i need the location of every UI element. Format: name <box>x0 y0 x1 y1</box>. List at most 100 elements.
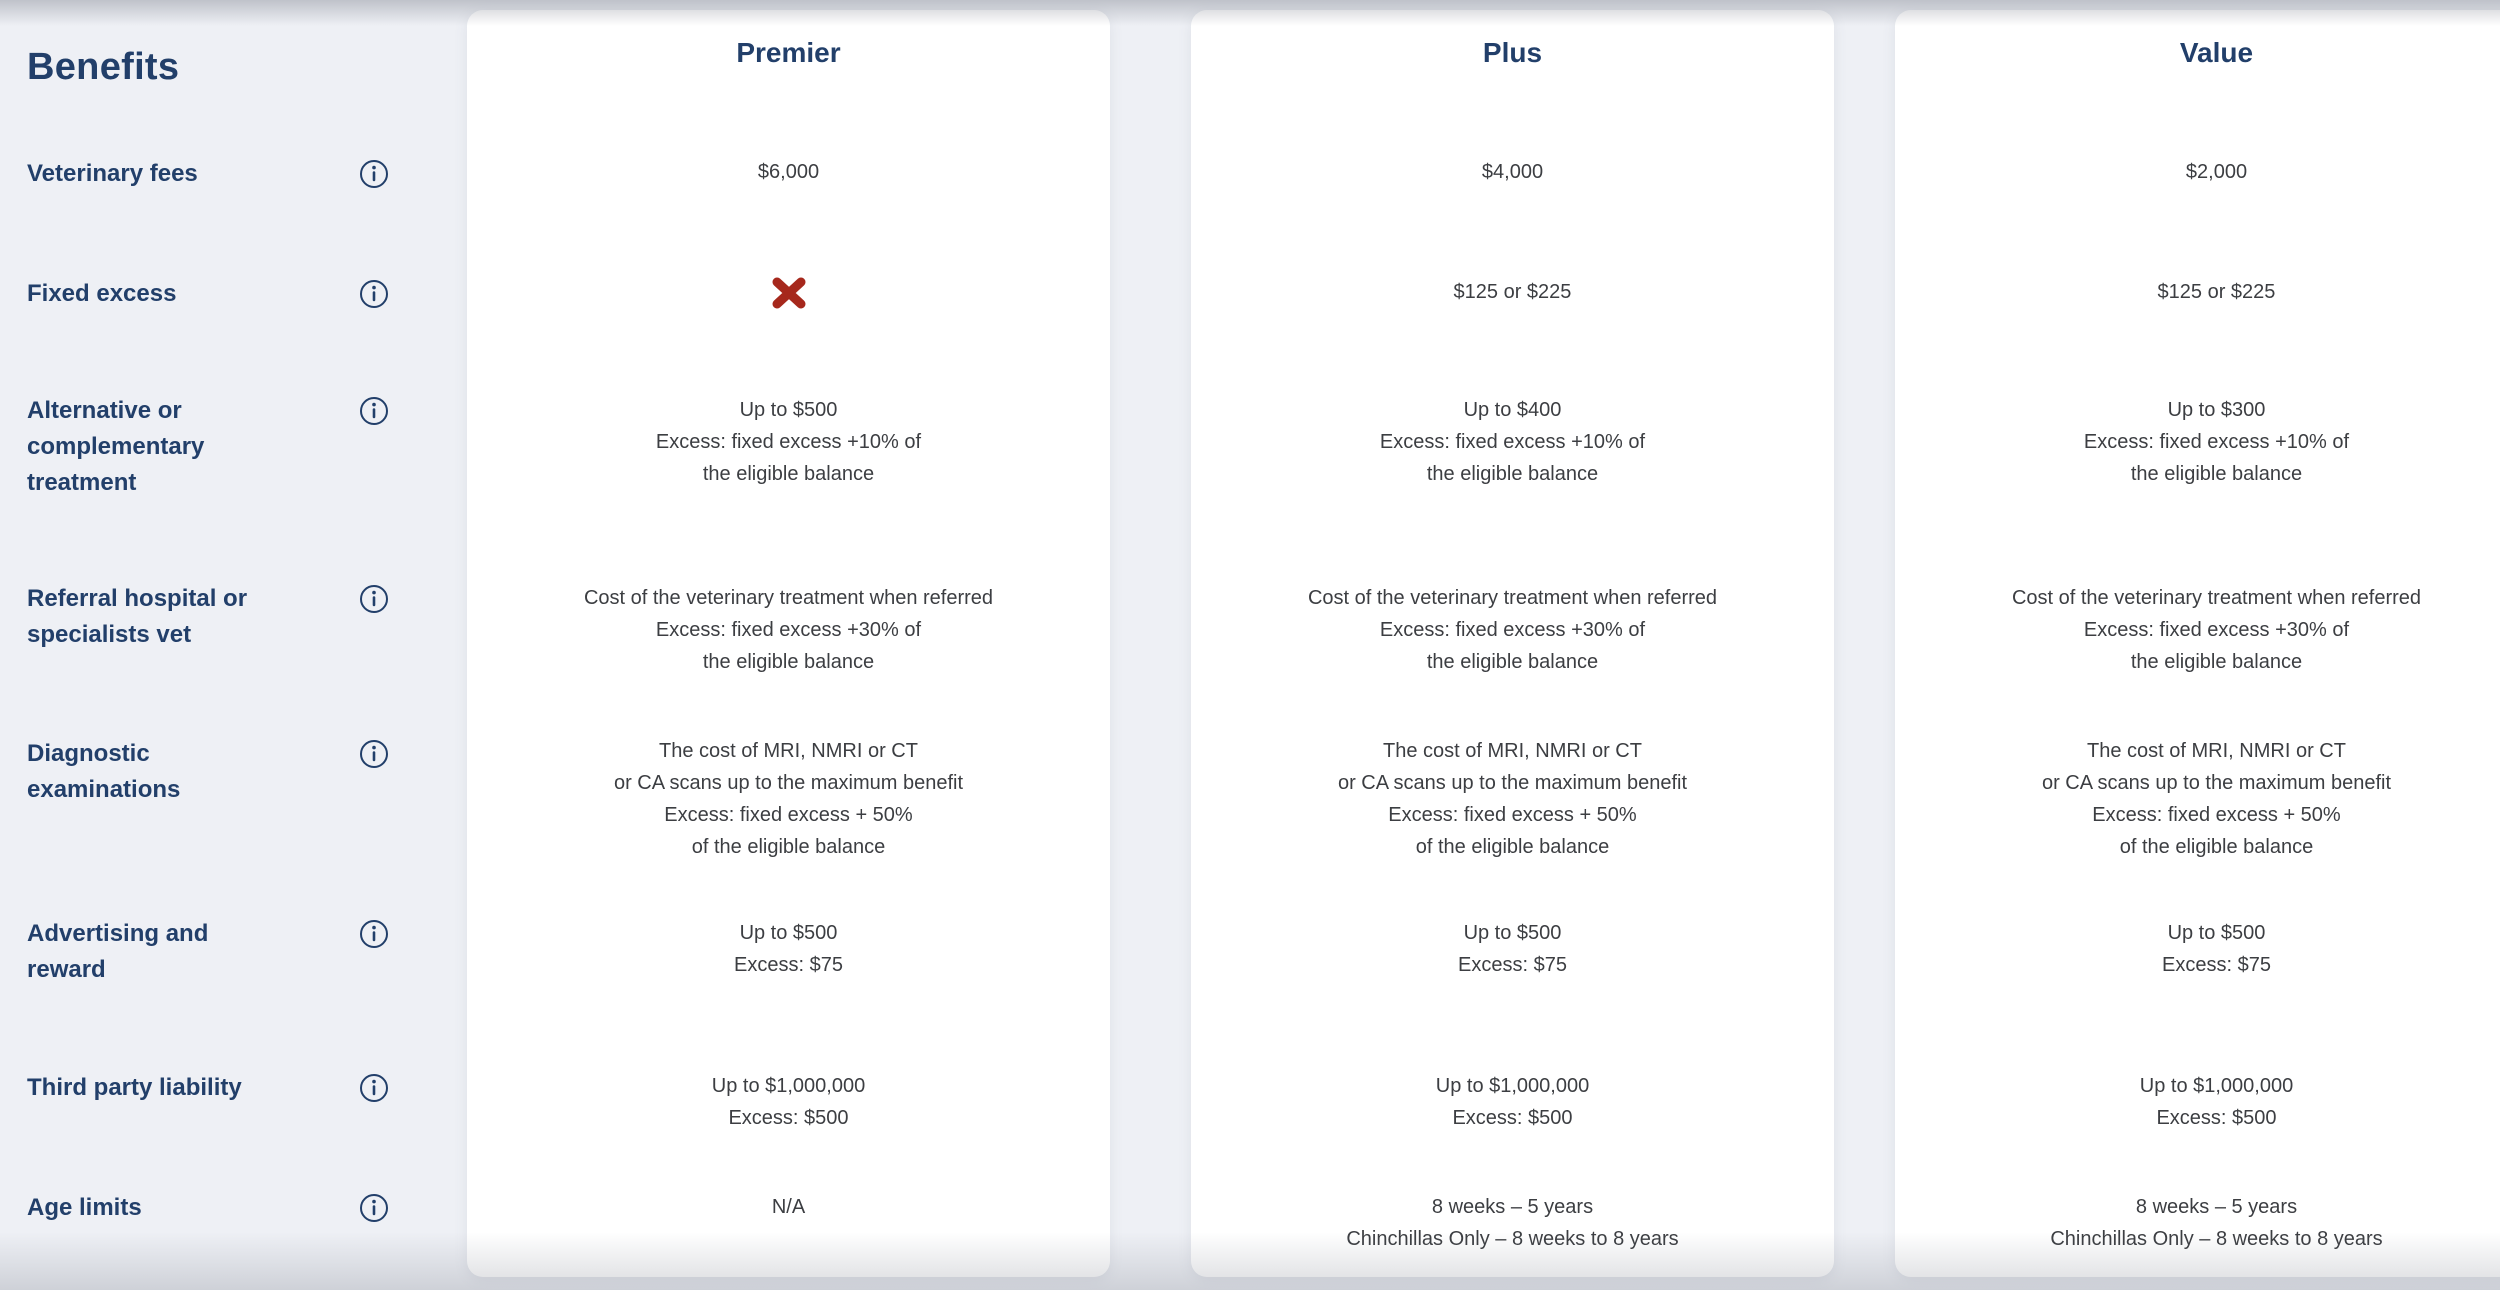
text-line: Excess: $75 <box>734 954 843 976</box>
value-fixed-excess: $125 or $225 <box>1191 276 1834 308</box>
text-line: Excess: fixed excess + 50% <box>2092 804 2341 826</box>
text-line: The cost of MRI, NMRI or CT <box>659 740 918 762</box>
text-line: Excess: $500 <box>1452 1107 1573 1129</box>
text-line: $2,000 <box>2185 161 2248 183</box>
text-line: Veterinary fees <box>27 160 198 187</box>
text-line: Excess: $75 <box>1458 954 1567 976</box>
value-age-limits: 8 weeks – 5 years Chinchillas Only – 8 we… <box>1895 1191 2500 1255</box>
benefit-label: Third party liability <box>0 1070 467 1106</box>
text-line: Cost of the veterinary treatment when re… <box>1307 587 1718 609</box>
text-line: Excess: fixed excess +10% of <box>2083 431 2350 453</box>
benefit-row-fixed-excess: Fixed excess <box>0 276 467 312</box>
text-line: Up to $1,000,000 <box>711 1075 866 1097</box>
benefit-row-alternative-treatment: Alternative or complementary treatment <box>0 393 467 501</box>
text-line: Age limits <box>27 1194 142 1221</box>
plan-card-plus: Plus $4,000 $125 or $225 Up to $400 Exces… <box>1191 10 1834 1277</box>
x-mark-icon <box>772 277 805 308</box>
info-icon[interactable] <box>359 396 389 426</box>
text-line: The cost of MRI, NMRI or CT <box>2087 740 2346 762</box>
info-icon[interactable] <box>359 584 389 614</box>
plan-title: Value <box>2179 37 2254 68</box>
text-line: the eligible balance <box>2130 463 2303 485</box>
value-alternative-treatment: Up to $400 Excess: fixed excess +10% of th… <box>1191 394 1834 490</box>
info-icon[interactable] <box>359 919 389 949</box>
benefit-label: Advertising and reward <box>0 916 467 988</box>
text-line: of the eligible balance <box>691 836 886 858</box>
value-age-limits: N/A <box>467 1191 1110 1223</box>
benefit-label: Referral hospital or specialists vet <box>0 581 467 653</box>
text-line: Diagnostic <box>27 740 150 767</box>
text-line: Up to $500 <box>2167 922 2266 944</box>
info-icon[interactable] <box>359 1193 389 1223</box>
value-diagnostic-examinations: The cost of MRI, NMRI or CT or CA scans u… <box>1191 735 1834 863</box>
benefit-label: Age limits <box>0 1190 467 1226</box>
value-age-limits: 8 weeks – 5 years Chinchillas Only – 8 we… <box>1191 1191 1834 1255</box>
text-line: The cost of MRI, NMRI or CT <box>1383 740 1642 762</box>
text-line: Excess: fixed excess +30% of <box>1379 619 1646 641</box>
page-title: Benefits <box>27 46 180 88</box>
value-veterinary-fees: $6,000 <box>467 156 1110 188</box>
info-icon[interactable] <box>359 1073 389 1103</box>
text-line: Referral hospital or <box>27 585 248 612</box>
text-line: Excess: $75 <box>2162 954 2271 976</box>
value-diagnostic-examinations: The cost of MRI, NMRI or CT or CA scans u… <box>467 735 1110 863</box>
text-line: or CA scans up to the maximum benefit <box>613 772 964 794</box>
value-fixed-excess: $125 or $225 <box>1895 276 2500 308</box>
value-third-party-liability: Up to $1,000,000 Excess: $500 <box>467 1070 1110 1134</box>
text-line: Up to $500 <box>1463 922 1562 944</box>
text-line: Excess: fixed excess +30% of <box>2083 619 2350 641</box>
text-line: Up to $400 <box>1463 399 1562 421</box>
text-line: $125 or $225 <box>1453 281 1572 303</box>
value-advertising-reward: Up to $500 Excess: $75 <box>1895 917 2500 981</box>
text-line: Excess: fixed excess +10% of <box>1379 431 1646 453</box>
text-line: complementary <box>27 433 205 460</box>
benefit-row-veterinary-fees: Veterinary fees <box>0 156 467 192</box>
text-line: Cost of the veterinary treatment when re… <box>2011 587 2422 609</box>
text-line: the eligible balance <box>702 651 875 673</box>
plan-title: Premier <box>736 37 841 68</box>
text-line: 8 weeks – 5 years <box>1431 1196 1594 1218</box>
value-alternative-treatment: Up to $500 Excess: fixed excess +10% of th… <box>467 394 1110 490</box>
value-referral-hospital: Cost of the veterinary treatment when re… <box>1191 582 1834 678</box>
benefits-column: Benefits Veterinary fees Fixed excess Al… <box>0 0 467 1290</box>
text-line: $4,000 <box>1481 161 1544 183</box>
value-veterinary-fees: $2,000 <box>1895 156 2500 188</box>
text-line: N/A <box>771 1196 806 1218</box>
benefit-row-diagnostic-examinations: Diagnostic examinations <box>0 736 467 808</box>
benefit-row-advertising-reward: Advertising and reward <box>0 916 467 988</box>
info-icon[interactable] <box>359 279 389 309</box>
text-line: the eligible balance <box>702 463 875 485</box>
text-line: or CA scans up to the maximum benefit <box>1337 772 1688 794</box>
info-icon[interactable] <box>359 159 389 189</box>
value-third-party-liability: Up to $1,000,000 Excess: $500 <box>1191 1070 1834 1134</box>
benefit-label: Diagnostic examinations <box>0 736 467 808</box>
value-veterinary-fees: $4,000 <box>1191 156 1834 188</box>
text-line: Up to $1,000,000 <box>2139 1075 2294 1097</box>
text-line: Excess: fixed excess +30% of <box>655 619 922 641</box>
text-line: Fixed excess <box>27 280 177 307</box>
benefit-label: Alternative or complementary treatment <box>0 393 467 501</box>
value-alternative-treatment: Up to $300 Excess: fixed excess +10% of th… <box>1895 394 2500 490</box>
plan-card-premier: Premier $6,000 Up to $500 Excess: fixed e… <box>467 10 1110 1277</box>
benefit-label: Fixed excess <box>0 276 467 312</box>
text-line: Excess: fixed excess +10% of <box>655 431 922 453</box>
value-advertising-reward: Up to $500 Excess: $75 <box>467 917 1110 981</box>
text-line: Up to $500 <box>739 922 838 944</box>
text-line: specialists vet <box>27 621 192 648</box>
benefit-row-third-party-liability: Third party liability <box>0 1070 467 1106</box>
text-line: of the eligible balance <box>2119 836 2314 858</box>
text-line: Excess: $500 <box>728 1107 849 1129</box>
text-line: Cost of the veterinary treatment when re… <box>583 587 994 609</box>
info-icon[interactable] <box>359 739 389 769</box>
text-line: 8 weeks – 5 years <box>2135 1196 2298 1218</box>
text-line: Alternative or <box>27 397 182 424</box>
plan-title: Plus <box>1482 37 1543 68</box>
benefit-row-referral-hospital: Referral hospital or specialists vet <box>0 581 467 653</box>
value-third-party-liability: Up to $1,000,000 Excess: $500 <box>1895 1070 2500 1134</box>
text-line: Excess: $500 <box>2156 1107 2277 1129</box>
value-fixed-excess <box>467 276 1110 309</box>
benefit-row-age-limits: Age limits <box>0 1190 467 1226</box>
plan-card-value: Value $2,000 $125 or $225 Up to $300 Exce… <box>1895 10 2500 1277</box>
text-line: or CA scans up to the maximum benefit <box>2041 772 2392 794</box>
